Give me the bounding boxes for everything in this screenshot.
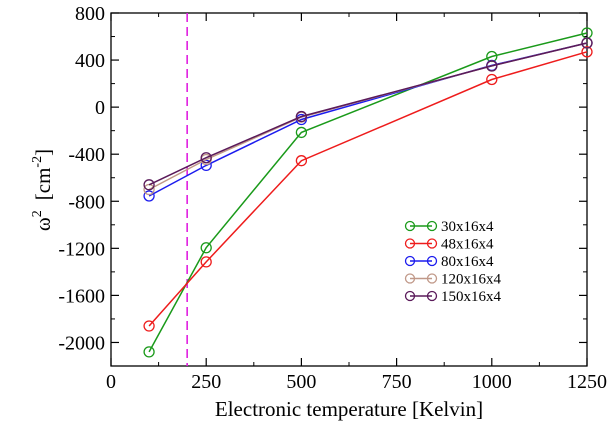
legend-item: 48x16x4 <box>404 237 494 253</box>
y-axis-title-text: ω2 [cm-2] <box>30 149 55 231</box>
x-tick-label: 750 <box>382 371 412 393</box>
data-point <box>200 152 212 164</box>
y-tick-label: 800 <box>75 3 105 25</box>
data-point <box>295 110 308 123</box>
legend-marker <box>426 273 438 284</box>
x-tick-label: 250 <box>191 371 221 393</box>
legend-marker <box>426 238 438 249</box>
series-150x16x4 <box>143 37 593 191</box>
legend-label: 120x16x4 <box>441 272 502 288</box>
y-axis-symbol: ω <box>31 217 55 231</box>
x-tick-label: 1250 <box>567 371 607 393</box>
x-axis-title: Electronic temperature [Kelvin] <box>215 397 483 421</box>
data-point <box>581 46 593 58</box>
y-tick-label: -1200 <box>58 238 105 260</box>
y-tick-label: -400 <box>68 144 105 166</box>
axis-ticks: 0 250 500 750 1000 1250 -2000 -1600 -1200 -800 -40… <box>58 3 607 393</box>
legend-label: 48x16x4 <box>441 237 494 253</box>
legend-marker <box>404 273 416 284</box>
series-120x16x4 <box>143 37 593 196</box>
legend-item: 120x16x4 <box>404 272 502 288</box>
series-line <box>148 42 588 197</box>
series-group <box>143 27 593 358</box>
series-line <box>148 32 588 353</box>
legend-marker <box>426 255 438 267</box>
y-tick-label: 400 <box>75 50 105 72</box>
x-tick-label: 500 <box>286 371 316 393</box>
legend-item: 150x16x4 <box>404 289 502 305</box>
legend-label: 30x16x4 <box>441 219 494 235</box>
data-point <box>581 37 593 49</box>
series-line <box>148 42 588 186</box>
legend-marker <box>404 238 416 249</box>
series-80x16x4 <box>143 37 593 202</box>
legend-marker <box>404 255 416 267</box>
data-point <box>295 126 308 139</box>
y-axis-unit-exponent: -2 <box>30 156 45 168</box>
y-axis-symbol-exponent: 2 <box>30 210 45 217</box>
y-axis-unit-close: ] <box>31 149 55 156</box>
legend-marker <box>426 290 438 302</box>
data-point <box>143 190 155 202</box>
data-point <box>295 155 308 167</box>
data-point <box>143 179 155 191</box>
legend-marker <box>404 220 416 232</box>
x-tick-label: 1000 <box>472 371 512 393</box>
legend-marker <box>426 220 438 232</box>
y-tick-label: -2000 <box>58 332 105 354</box>
y-tick-label: 0 <box>95 97 105 119</box>
legend-item: 80x16x4 <box>404 254 494 270</box>
series-line <box>148 42 588 191</box>
data-point <box>486 73 498 86</box>
data-point <box>200 242 212 254</box>
data-point <box>200 159 212 172</box>
legend-item: 30x16x4 <box>404 219 494 235</box>
plot-area-frame <box>110 12 588 367</box>
data-point <box>200 256 212 268</box>
y-tick-label: -800 <box>68 191 105 213</box>
data-point <box>486 60 498 72</box>
series-48x16x4 <box>143 46 593 332</box>
y-axis-unit-open: [cm <box>31 168 55 201</box>
x-tick-label: 0 <box>106 371 116 393</box>
data-point <box>143 346 155 358</box>
series-30x16x4 <box>143 27 593 358</box>
legend-label: 150x16x4 <box>441 289 502 305</box>
legend-marker <box>404 290 416 302</box>
series-line <box>148 51 588 327</box>
legend-label: 80x16x4 <box>441 254 494 270</box>
y-tick-label: -1600 <box>58 285 105 307</box>
data-point <box>143 320 155 332</box>
y-axis-title: ω2 [cm-2] <box>30 149 55 231</box>
